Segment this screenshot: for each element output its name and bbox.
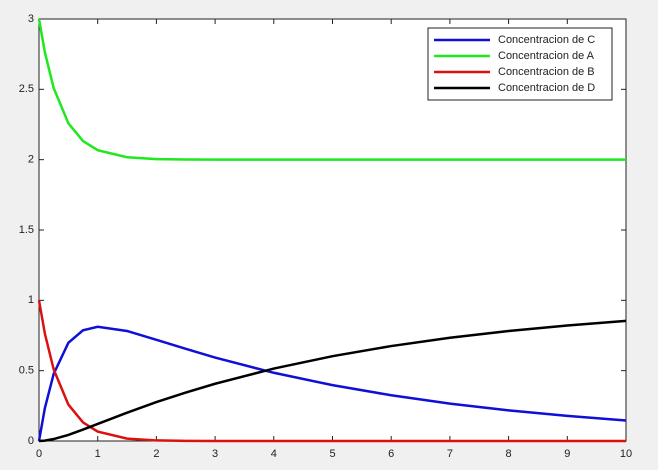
y-tick-label: 2 (28, 154, 34, 166)
x-tick-label: 10 (620, 448, 632, 460)
legend-label: Concentracion de C (498, 34, 595, 46)
x-tick-label: 5 (329, 448, 335, 460)
x-tick-label: 3 (212, 448, 218, 460)
y-tick-label: 3 (28, 13, 34, 25)
series-line (38, 319, 627, 443)
legend-label: Concentracion de D (498, 82, 595, 94)
x-tick-label: 2 (153, 448, 159, 460)
y-tick-label: 1.5 (19, 224, 34, 236)
x-tick-label: 9 (564, 448, 570, 460)
x-tick-label: 1 (95, 448, 101, 460)
x-tick-label: 4 (271, 448, 277, 460)
series-line (37, 325, 627, 442)
series-line (37, 300, 626, 443)
legend-label: Concentracion de A (498, 50, 595, 62)
legend-label: Concentracion de B (498, 66, 595, 78)
x-tick-label: 8 (506, 448, 512, 460)
y-tick-label: 2.5 (19, 83, 34, 95)
x-tick-label: 6 (388, 448, 394, 460)
y-tick-label: 0 (28, 435, 34, 447)
series-line (37, 18, 626, 161)
y-tick-label: 0.5 (19, 365, 34, 377)
x-tick-label: 0 (36, 448, 42, 460)
x-tick-label: 7 (447, 448, 453, 460)
y-tick-label: 1 (28, 294, 34, 306)
